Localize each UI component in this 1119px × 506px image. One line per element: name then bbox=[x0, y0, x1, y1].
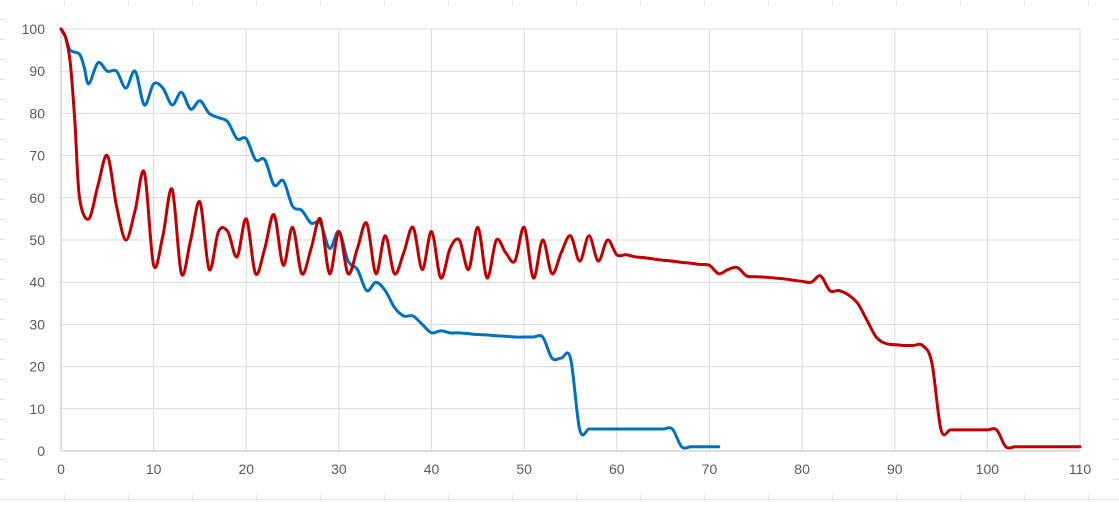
x-tick-labels: 0 10 20 30 40 50 60 70 80 90 100 110 bbox=[57, 461, 1091, 477]
x-tick-label: 0 bbox=[57, 461, 65, 477]
y-tick-label: 90 bbox=[29, 63, 45, 79]
x-tick-label: 60 bbox=[609, 461, 625, 477]
y-tick-label: 0 bbox=[37, 443, 45, 459]
chart-background bbox=[5, 6, 1113, 495]
chart-series bbox=[59, 27, 1082, 450]
y-tick-label: 70 bbox=[29, 148, 45, 164]
y-tick-labels: 0 10 20 30 40 50 60 70 80 90 100 bbox=[22, 21, 46, 459]
y-tick-label: 20 bbox=[29, 359, 45, 375]
x-tick-label: 110 bbox=[1069, 461, 1092, 477]
x-tick-label: 20 bbox=[238, 461, 254, 477]
y-tick-label: 100 bbox=[22, 21, 46, 37]
y-tick-label: 50 bbox=[29, 232, 45, 248]
y-tick-label: 30 bbox=[29, 316, 45, 332]
chart-gridlines bbox=[61, 28, 1081, 451]
x-tick-label: 40 bbox=[424, 461, 440, 477]
y-tick-label: 10 bbox=[29, 401, 45, 417]
x-tick-label: 50 bbox=[516, 461, 532, 477]
x-tick-label: 70 bbox=[702, 461, 718, 477]
x-tick-label: 30 bbox=[331, 461, 347, 477]
series-line-1 bbox=[59, 27, 721, 450]
chart-axes bbox=[60, 29, 1080, 452]
y-tick-label: 40 bbox=[29, 274, 45, 290]
x-tick-label: 10 bbox=[146, 461, 162, 477]
y-tick-label: 60 bbox=[29, 190, 45, 206]
series-line-2 bbox=[59, 27, 1082, 450]
x-tick-label: 90 bbox=[887, 461, 903, 477]
y-tick-label: 80 bbox=[29, 105, 45, 121]
x-tick-label: 80 bbox=[794, 461, 810, 477]
x-tick-label: 100 bbox=[976, 461, 1000, 477]
